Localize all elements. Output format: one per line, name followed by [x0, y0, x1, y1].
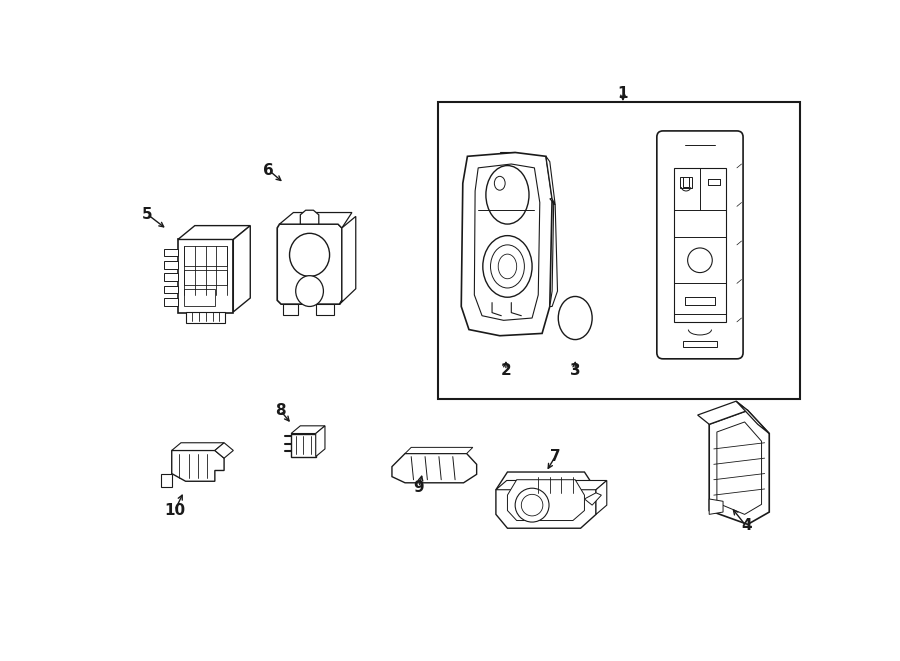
Text: 4: 4: [741, 518, 751, 533]
Polygon shape: [474, 164, 540, 321]
Ellipse shape: [499, 254, 517, 279]
Polygon shape: [405, 447, 472, 453]
Polygon shape: [496, 481, 607, 490]
Polygon shape: [164, 274, 178, 281]
Polygon shape: [164, 249, 178, 256]
Bar: [680, 177, 692, 188]
Polygon shape: [215, 443, 233, 458]
Text: 7: 7: [550, 449, 561, 464]
Ellipse shape: [521, 494, 543, 516]
Text: 3: 3: [570, 363, 580, 378]
Polygon shape: [164, 286, 178, 293]
Ellipse shape: [486, 165, 529, 224]
Polygon shape: [550, 199, 557, 307]
Bar: [683, 341, 717, 347]
Ellipse shape: [290, 233, 329, 276]
Bar: [178, 239, 233, 313]
Text: 9: 9: [414, 480, 424, 495]
Bar: [291, 434, 316, 457]
Polygon shape: [736, 401, 770, 434]
Polygon shape: [280, 213, 352, 228]
Text: 2: 2: [500, 363, 511, 378]
Polygon shape: [164, 298, 178, 305]
Polygon shape: [717, 422, 761, 514]
Ellipse shape: [515, 488, 549, 522]
Bar: [184, 247, 227, 266]
Polygon shape: [186, 312, 225, 323]
Polygon shape: [316, 304, 334, 315]
Polygon shape: [233, 225, 250, 312]
Polygon shape: [277, 224, 342, 304]
Ellipse shape: [491, 245, 525, 288]
Polygon shape: [291, 426, 325, 434]
Polygon shape: [496, 472, 596, 528]
Ellipse shape: [688, 248, 712, 272]
Bar: [184, 270, 227, 285]
Ellipse shape: [296, 276, 323, 307]
Bar: [184, 289, 215, 305]
Polygon shape: [392, 453, 477, 483]
Text: 6: 6: [264, 163, 274, 178]
Text: 1: 1: [617, 86, 628, 100]
Text: 8: 8: [275, 403, 285, 418]
Polygon shape: [709, 410, 770, 524]
Polygon shape: [316, 426, 325, 457]
Polygon shape: [161, 473, 172, 487]
Bar: [438, 102, 800, 399]
Ellipse shape: [558, 297, 592, 340]
Text: 5: 5: [142, 207, 152, 221]
Polygon shape: [584, 493, 601, 505]
Ellipse shape: [482, 235, 532, 297]
Ellipse shape: [494, 176, 505, 190]
Polygon shape: [301, 210, 319, 224]
Polygon shape: [596, 481, 607, 514]
Polygon shape: [339, 216, 356, 304]
Text: 10: 10: [164, 503, 185, 518]
Polygon shape: [698, 401, 748, 424]
Polygon shape: [709, 499, 723, 514]
Bar: [674, 168, 726, 322]
Polygon shape: [164, 261, 178, 269]
Polygon shape: [178, 225, 250, 239]
FancyBboxPatch shape: [657, 131, 743, 359]
Polygon shape: [546, 156, 555, 205]
Polygon shape: [461, 153, 552, 336]
Polygon shape: [172, 443, 224, 450]
Polygon shape: [172, 450, 224, 481]
Polygon shape: [508, 480, 584, 520]
Polygon shape: [283, 304, 298, 315]
